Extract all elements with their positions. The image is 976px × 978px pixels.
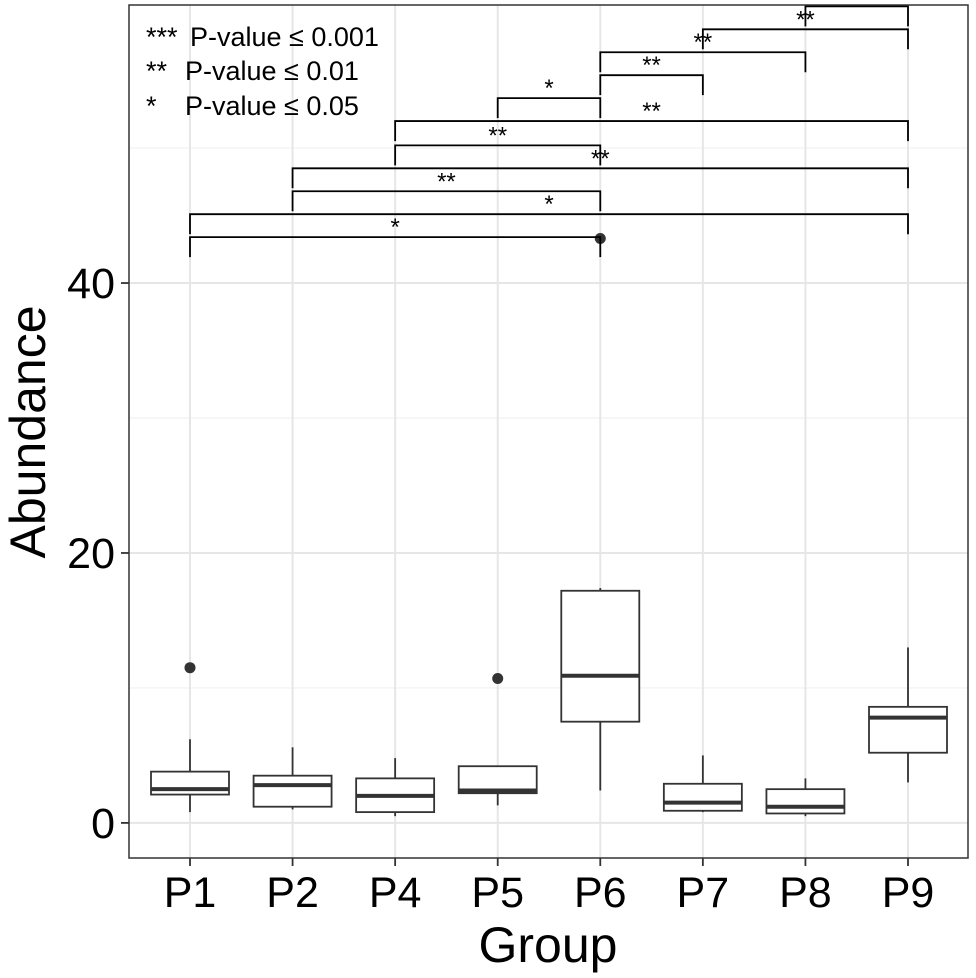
box-p6: [560, 232, 641, 791]
legend-label: P-value ≤ 0.05: [185, 91, 359, 121]
outlier-point: [492, 672, 504, 684]
box-p7: [662, 755, 743, 813]
significance-label: *: [544, 191, 553, 218]
x-tick-label: P2: [266, 869, 319, 917]
x-tick-label: P4: [369, 869, 422, 917]
significance-label: **: [642, 98, 661, 125]
bracket-p1-p6: *: [189, 214, 602, 258]
x-tick-label: P1: [164, 869, 217, 917]
box-p2: [252, 747, 333, 810]
legend-item: *** P-value ≤ 0.001: [146, 22, 379, 52]
bracket-line: [496, 97, 602, 119]
y-tick-label: 20: [67, 530, 115, 578]
bracket-p5-p6: *: [496, 75, 602, 119]
box-p1: [150, 662, 230, 813]
bracket-line: [599, 51, 807, 73]
bracket-p6-p7: **: [599, 52, 704, 96]
significance-label: *: [544, 75, 553, 102]
box-p9: [868, 647, 948, 783]
bracket-line: [189, 236, 602, 258]
boxes: [150, 232, 948, 817]
significance-brackets: *******************: [189, 0, 909, 258]
box-p4: [355, 758, 436, 817]
box-iqr: [765, 788, 846, 815]
y-axis-title: Abundance: [0, 305, 56, 558]
legend-label: P-value ≤ 0.01: [185, 56, 359, 86]
significance-label: **: [488, 122, 507, 149]
significance-label: *: [390, 214, 399, 241]
bracket-line: [804, 5, 909, 27]
box-iqr: [868, 705, 948, 754]
axes: 0 20 40 P1 P2 P4 P5 P6 P7 P8 P9: [67, 260, 934, 917]
box-iqr: [662, 782, 743, 812]
bracket-p4-p6: **: [394, 122, 602, 166]
bracket-line: [701, 28, 909, 50]
plot-panel-border: [128, 4, 969, 859]
box-iqr: [560, 589, 641, 723]
y-tick-label: 0: [91, 800, 115, 848]
x-tick-label: P9: [882, 869, 935, 917]
bracket-p4-p9: **: [394, 98, 909, 142]
x-tick-label: P8: [779, 869, 832, 917]
box-p5: [457, 672, 538, 806]
box-iqr: [252, 774, 333, 808]
x-tick-label: P5: [471, 869, 524, 917]
significance-label: **: [437, 168, 456, 195]
legend-symbol: **: [146, 56, 168, 86]
legend-label: P-value ≤ 0.001: [190, 22, 379, 52]
legend: *** P-value ≤ 0.001 ** P-value ≤ 0.01 * P-val…: [146, 22, 379, 121]
legend-item: ** P-value ≤ 0.01: [146, 56, 359, 86]
bracket-line: [291, 190, 602, 212]
legend-symbol: *: [146, 91, 157, 121]
bracket-line: [291, 167, 909, 189]
bracket-line: [599, 74, 704, 96]
x-tick-label: P7: [677, 869, 730, 917]
bracket-line: [394, 144, 602, 166]
bracket-p2-p6: **: [291, 168, 602, 212]
bracket-line: [189, 213, 909, 235]
bracket-line: [394, 120, 909, 142]
x-tick-label: P6: [574, 869, 627, 917]
bracket-p1-p9: *: [189, 191, 909, 235]
outlier-point: [184, 662, 196, 674]
legend-item: * P-value ≤ 0.05: [146, 91, 359, 121]
box-p8: [765, 778, 846, 817]
x-axis-title: Group: [479, 917, 618, 973]
significance-label: **: [642, 52, 661, 79]
legend-symbol: ***: [146, 22, 178, 52]
y-tick-label: 40: [67, 260, 115, 308]
